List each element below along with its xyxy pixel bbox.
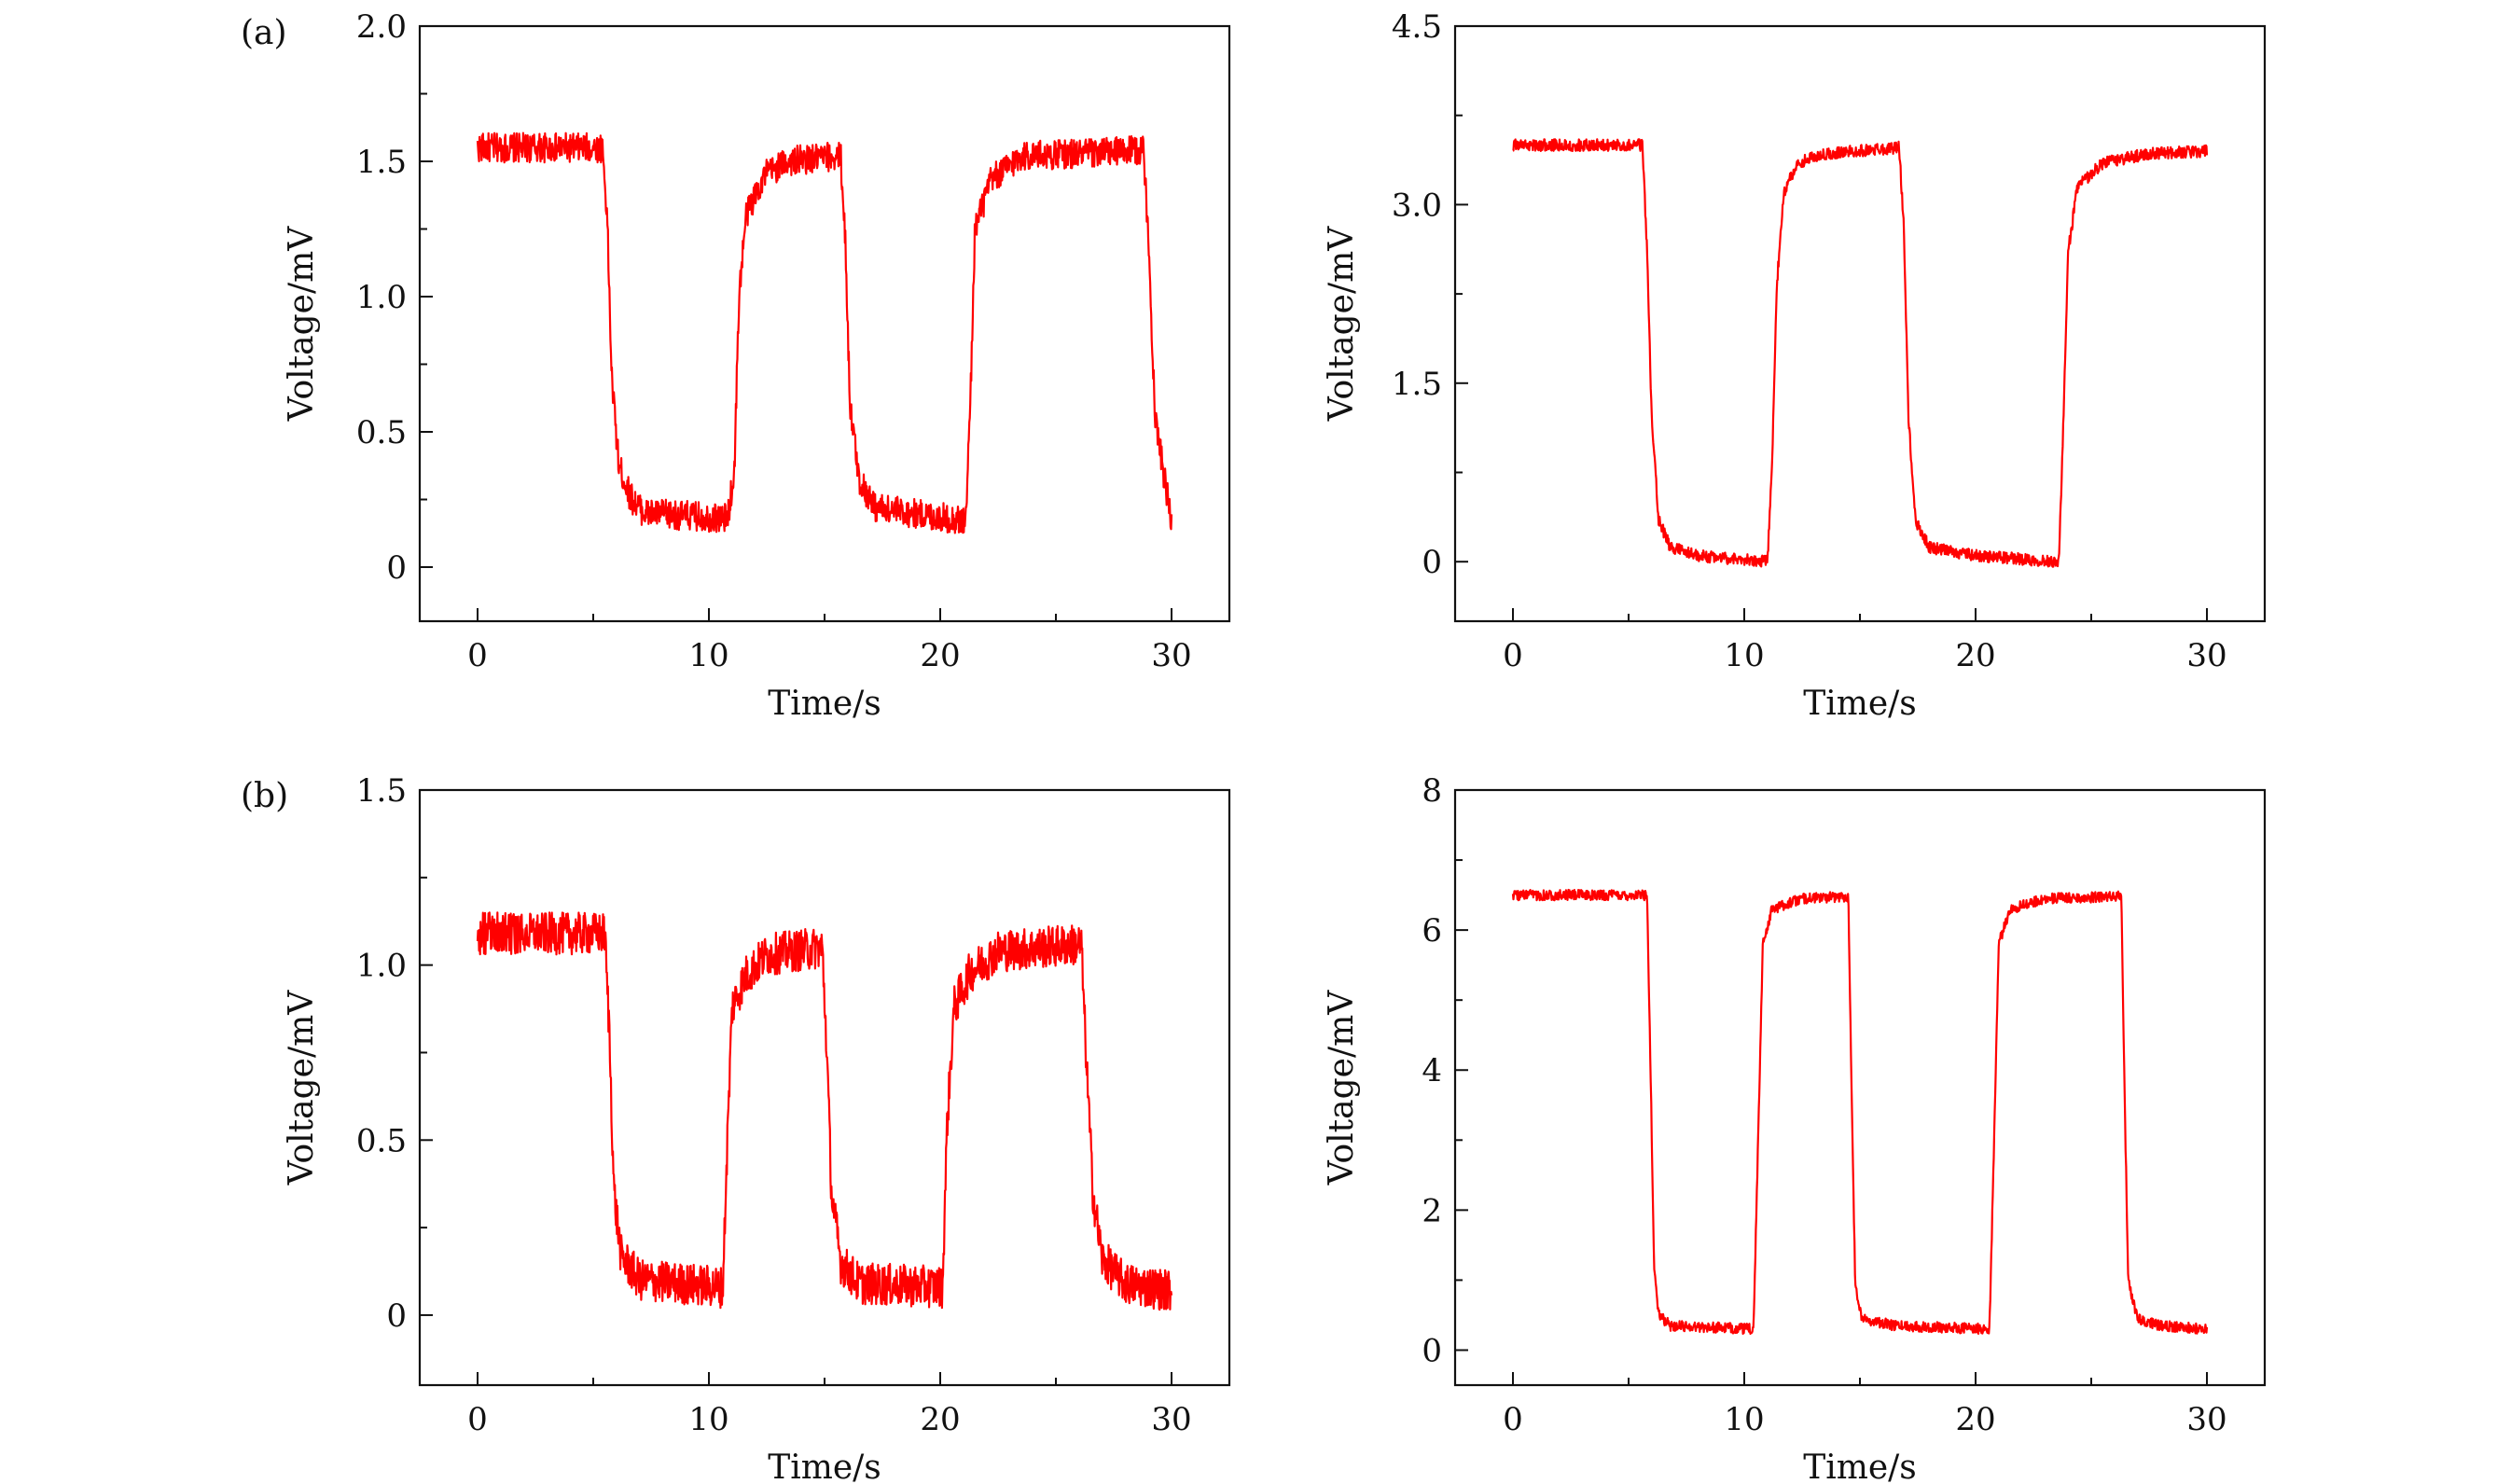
x-tick-label: 20 bbox=[1955, 637, 1995, 674]
voltage-trace bbox=[1512, 138, 2209, 568]
y-tick-label: 1.5 bbox=[1392, 366, 1442, 403]
x-axis-title: Time/s bbox=[768, 1449, 881, 1484]
x-tick-label: 30 bbox=[1151, 1401, 1191, 1438]
x-tick-label: 10 bbox=[1724, 1401, 1764, 1438]
voltage-trace bbox=[476, 911, 1173, 1311]
y-tick-label: 0 bbox=[1422, 544, 1442, 581]
x-axis-title: Time/s bbox=[768, 685, 881, 723]
y-tick-label: 4 bbox=[1422, 1052, 1442, 1089]
y-tick-label: 1.5 bbox=[356, 772, 407, 810]
y-tick-label: 8 bbox=[1422, 772, 1442, 810]
x-tick-label: 20 bbox=[920, 1401, 960, 1438]
x-tick-label: 10 bbox=[1724, 637, 1764, 674]
y-tick-label: 4.5 bbox=[1392, 8, 1442, 46]
y-tick-label: 1.5 bbox=[356, 144, 407, 181]
y-axis-title: Voltage/mV bbox=[283, 990, 321, 1186]
chart-panel-1: 0 10 20 30 0 0.5 1.0 1.5 2.0 Time/s Voltage/mV bbox=[283, 8, 1231, 723]
y-tick-label: 2 bbox=[1422, 1192, 1442, 1229]
x-tick-label: 30 bbox=[1151, 637, 1191, 674]
x-tick-label: 0 bbox=[1503, 1401, 1523, 1438]
y-tick-label: 0 bbox=[1422, 1332, 1442, 1369]
y-tick-label: 0.5 bbox=[356, 1122, 407, 1159]
y-axis-title: Voltage/mV bbox=[1323, 226, 1361, 422]
voltage-trace bbox=[1511, 888, 2209, 1336]
y-tick-label: 0.5 bbox=[356, 414, 407, 451]
x-tick-label: 20 bbox=[920, 637, 960, 674]
x-tick-label: 20 bbox=[1955, 1401, 1995, 1438]
plot-frame bbox=[418, 788, 1231, 1387]
y-tick-label: 3.0 bbox=[1392, 187, 1442, 224]
x-tick-label: 0 bbox=[467, 1401, 488, 1438]
x-tick-label: 10 bbox=[688, 637, 728, 674]
x-tick-label: 0 bbox=[467, 637, 488, 674]
y-tick-label: 2.0 bbox=[356, 8, 407, 46]
chart-panel-3: 0 10 20 30 0 0.5 1.0 1.5 Time/s Voltage/mV bbox=[283, 772, 1231, 1484]
x-axis-title: Time/s bbox=[1803, 1449, 1917, 1484]
y-tick-label: 0 bbox=[386, 549, 407, 587]
y-tick-label: 1.0 bbox=[356, 279, 407, 316]
plot-frame bbox=[1453, 788, 2267, 1387]
x-tick-label: 30 bbox=[2186, 637, 2226, 674]
panel-label-a: (a) bbox=[241, 14, 287, 52]
y-tick-label: 1.0 bbox=[356, 948, 407, 985]
chart-panel-4: 0 10 20 30 0 2 4 6 8 Time/s Voltage/mV bbox=[1323, 772, 2267, 1484]
x-tick-label: 10 bbox=[688, 1401, 728, 1438]
y-tick-label: 0 bbox=[386, 1297, 407, 1335]
voltage-trace bbox=[476, 132, 1173, 534]
y-tick-label: 6 bbox=[1422, 912, 1442, 950]
chart-panel-2: 0 10 20 30 0 1.5 3.0 4.5 Time/s Voltage/mV bbox=[1323, 8, 2267, 723]
plot-frame bbox=[418, 24, 1231, 623]
y-axis-title: Voltage/mV bbox=[283, 226, 321, 422]
y-axis-title: Voltage/mV bbox=[1323, 990, 1361, 1186]
plot-frame bbox=[1453, 24, 2267, 623]
x-axis-title: Time/s bbox=[1803, 685, 1917, 723]
x-tick-label: 30 bbox=[2186, 1401, 2226, 1438]
panel-label-b: (b) bbox=[241, 777, 288, 815]
x-tick-label: 0 bbox=[1503, 637, 1523, 674]
